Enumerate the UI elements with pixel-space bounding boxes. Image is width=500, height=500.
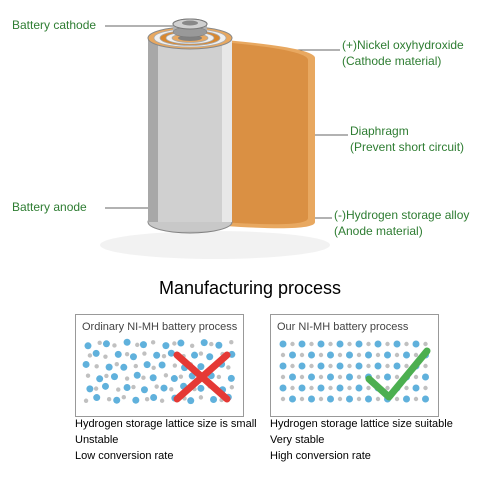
left-panel: Ordinary NI-MH battery process [75,314,244,417]
left-panel-title: Ordinary NI-MH battery process [82,321,237,333]
right-panel-title: Our NI-MH battery process [277,321,432,333]
left-caption-2: Unstable [75,434,118,446]
left-caption-1: Hydrogen storage lattice size is small [75,418,257,430]
diaphragm-label: Diaphragm (Prevent short circuit) [350,124,464,155]
right-panel: Our NI-MH battery process [270,314,439,417]
left-caption-3: Low conversion rate [75,450,173,462]
right-lattice [277,337,432,407]
left-lattice [82,337,237,407]
cathode-label: Battery cathode [12,18,96,34]
right-caption-1: Hydrogen storage lattice size suitable [270,418,453,430]
right-caption-3: High conversion rate [270,450,371,462]
hydrogen-label: (-)Hydrogen storage alloy (Anode materia… [334,208,469,239]
anode-label: Battery anode [12,200,87,216]
right-caption-2: Very stable [270,434,324,446]
nickel-label: (+)Nickel oxyhydroxide (Cathode material… [342,38,464,69]
manufacturing-heading: Manufacturing process [0,278,500,299]
